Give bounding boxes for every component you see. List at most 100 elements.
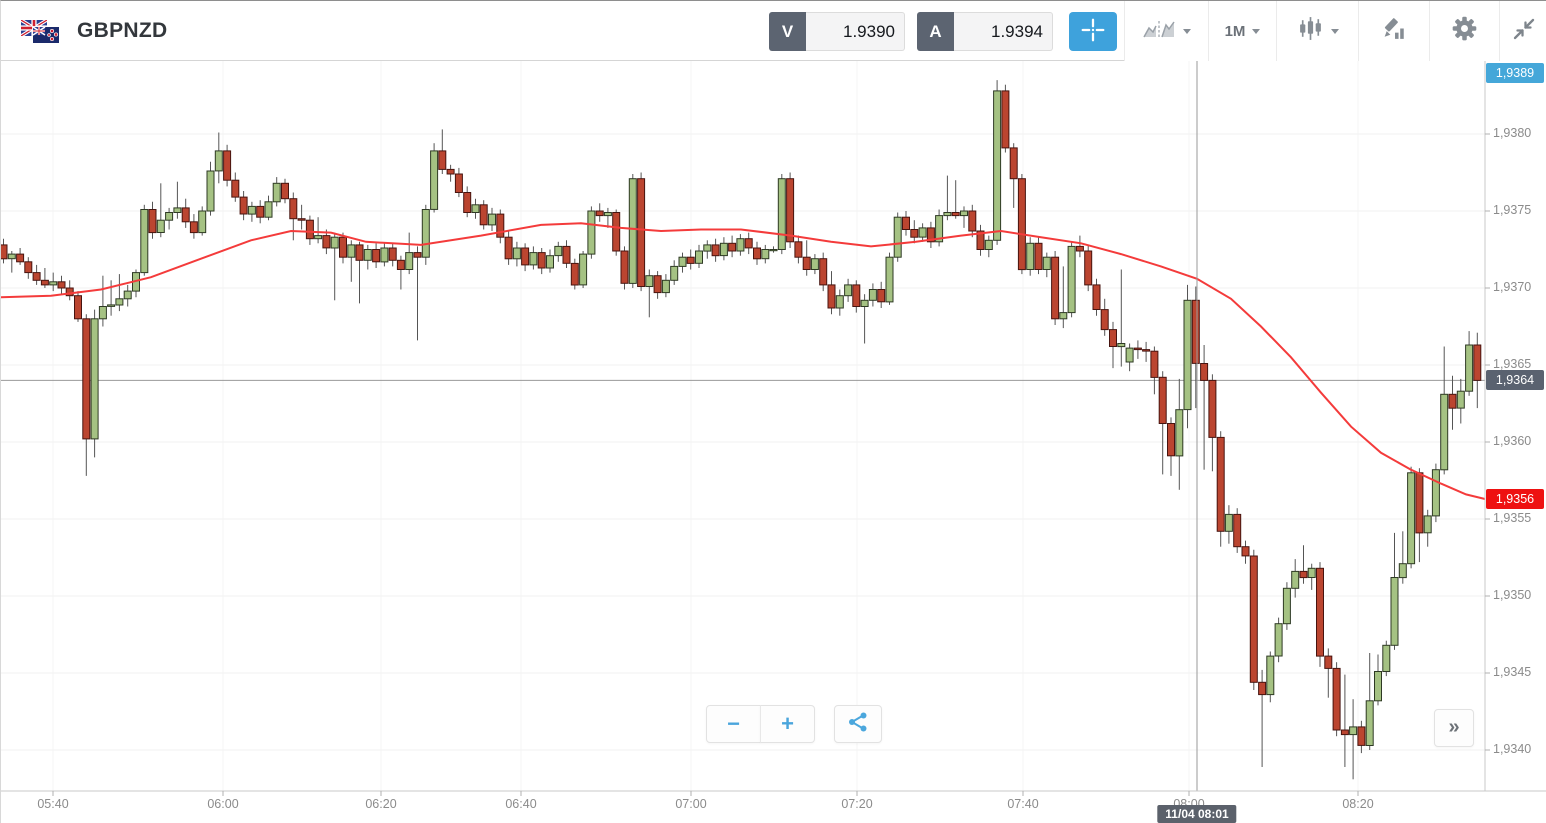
crosshair-tool-button[interactable] [1069, 12, 1117, 51]
candle [893, 216, 902, 258]
candle [1100, 309, 1109, 331]
candle [1125, 347, 1134, 363]
candle [786, 178, 795, 243]
candle [686, 256, 695, 264]
candle [496, 213, 505, 238]
candle [65, 287, 74, 297]
candle [1241, 546, 1250, 557]
candle [413, 252, 422, 258]
crosshair-icon [1080, 17, 1106, 46]
candle [703, 244, 712, 252]
symbol-flags [20, 17, 63, 45]
timeframe-dropdown[interactable]: 1M [1208, 1, 1276, 61]
share-button[interactable] [834, 705, 882, 743]
candle [819, 258, 828, 286]
candle [1175, 409, 1184, 457]
symbol-title: GBPNZD [77, 19, 168, 42]
gear-icon [1451, 15, 1478, 47]
candle [1316, 567, 1324, 657]
candle [1075, 245, 1084, 252]
candle [305, 219, 314, 240]
candle [1299, 570, 1308, 579]
minus-icon: − [727, 711, 740, 736]
candle [926, 227, 935, 243]
candle [479, 204, 488, 226]
candle [1059, 312, 1068, 320]
candle [90, 318, 99, 440]
candle [993, 90, 1002, 241]
candle [49, 281, 58, 286]
candle [1034, 242, 1043, 271]
candle [165, 212, 174, 221]
zoom-out-button[interactable]: − [706, 705, 761, 743]
candle [32, 272, 41, 281]
candle [198, 210, 207, 234]
candle [744, 238, 753, 249]
crosshair-time-tooltip: 11/04 08:01 [1157, 805, 1237, 823]
share-icon [847, 711, 869, 738]
candle [1382, 644, 1391, 672]
candle [512, 247, 521, 260]
time-tick-label: 06:20 [365, 797, 397, 811]
settings-button[interactable] [1429, 1, 1499, 61]
candle [810, 258, 819, 271]
zoom-in-button[interactable]: + [760, 705, 815, 743]
candle [728, 242, 737, 252]
candle [1324, 655, 1333, 669]
price-tick-label: 1,9375 [1493, 203, 1532, 217]
ma-line [1, 222, 1486, 500]
bid-price-label: 1,9389 [1486, 63, 1544, 83]
candle [74, 295, 82, 320]
buy-quote-button[interactable]: A 1.9394 [917, 12, 1053, 51]
price-tick-label: 1,9370 [1493, 280, 1532, 294]
candle [24, 261, 33, 274]
candle [438, 150, 447, 170]
candle [1001, 90, 1010, 149]
candle [82, 318, 91, 440]
candle [148, 209, 157, 234]
candle [868, 289, 877, 301]
candle [628, 178, 637, 284]
candle [363, 249, 372, 261]
time-tick-label: 07:40 [1007, 797, 1039, 811]
candle [372, 249, 381, 263]
candle [984, 239, 993, 251]
candle [827, 284, 836, 309]
candle [396, 259, 405, 270]
candle [173, 207, 182, 213]
candle [637, 178, 646, 287]
candle [289, 198, 298, 220]
time-tick-label: 08:20 [1342, 797, 1374, 811]
candle [1224, 513, 1233, 532]
candle [579, 253, 588, 286]
candle [247, 205, 256, 215]
candle [471, 204, 480, 214]
buy-badge: A [917, 12, 954, 51]
compare-charts-icon [1142, 17, 1176, 46]
candle [1233, 513, 1242, 548]
candle [1009, 147, 1018, 180]
candle [612, 212, 621, 252]
candle [1026, 242, 1035, 271]
candle [231, 179, 240, 198]
drawing-tools-button[interactable] [1358, 1, 1429, 61]
candle [1216, 436, 1225, 532]
candle [1357, 726, 1366, 746]
chart-type-dropdown[interactable] [1124, 1, 1208, 61]
price-tick-label: 1,9350 [1493, 588, 1532, 603]
sell-quote-button[interactable]: V 1.9390 [769, 12, 905, 51]
candle [918, 227, 927, 238]
collapse-chart-button[interactable] [1499, 1, 1546, 61]
candle-style-dropdown[interactable] [1276, 1, 1358, 61]
expand-panel-button[interactable]: » [1434, 709, 1474, 747]
candle [943, 212, 952, 217]
candle [1051, 256, 1060, 320]
candle [123, 290, 132, 300]
candle [960, 210, 968, 217]
candle [1340, 729, 1349, 736]
candle [181, 207, 190, 223]
chart-header: GBPNZD V 1.9390 A 1.9394 1M [1, 1, 1546, 61]
candle [719, 242, 728, 257]
